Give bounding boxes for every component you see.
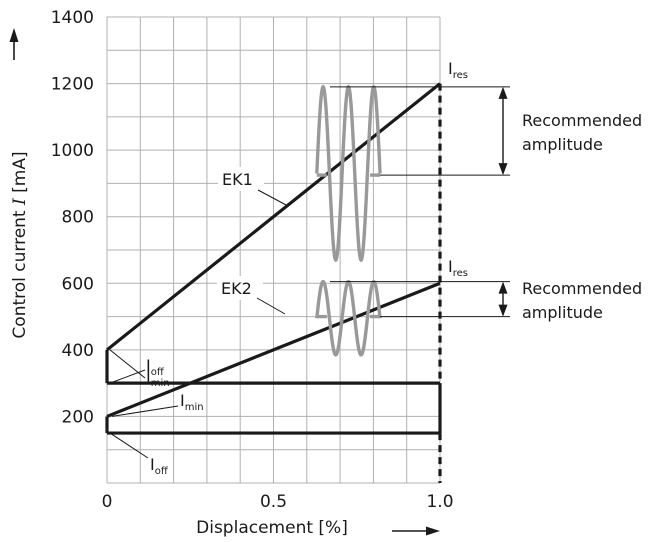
- amp-arrow-head-up: [498, 281, 508, 294]
- imin-leader-ek1: [109, 349, 146, 379]
- ioff-leader-ek2: [109, 432, 149, 459]
- ioff-label-ek1: Ioff: [146, 356, 165, 378]
- series-line-ek1: [106, 82, 441, 352]
- ires-label-ek1: Ires: [448, 59, 468, 81]
- series-line-ek2: [106, 281, 441, 418]
- x-axis-arrow: [392, 526, 440, 536]
- amp-arrow-head-down: [498, 163, 508, 176]
- recommended-amplitude-ek1-line2: amplitude: [522, 135, 603, 154]
- y-tick-label: 1000: [51, 141, 94, 161]
- label-bg: [218, 167, 264, 191]
- y-axis-label-prefix: Control current: [10, 205, 30, 339]
- imin-label-ek2: Imin: [180, 391, 204, 413]
- label-bg: [217, 276, 263, 300]
- y-tick-label: 1400: [51, 8, 94, 28]
- tick-labels: 200 400 600 800 1000 1200 1400 0 0.5 1.0: [51, 8, 454, 512]
- imin-leader-ek2: [111, 405, 179, 417]
- series-label-ek1: EK1: [222, 170, 253, 189]
- x-tick-label: 0.5: [260, 492, 287, 512]
- y-axis-label: Control current I [mA]: [10, 151, 30, 338]
- x-tick-label: 0: [102, 492, 113, 512]
- ioff-label-ek2: Ioff: [150, 455, 169, 477]
- y-axis-label-unit: [mA]: [10, 151, 30, 198]
- series-label-ek2: EK2: [221, 279, 252, 298]
- annotations: EK1EK2IminIoffIminIoffIresIresRecommende…: [109, 59, 642, 477]
- y-tick-label: 600: [62, 274, 94, 294]
- y-tick-label: 800: [62, 208, 94, 228]
- y-tick-label: 200: [62, 407, 94, 427]
- y-axis-label-symbol: I: [10, 198, 30, 206]
- y-tick-label: 1200: [51, 75, 94, 95]
- y-axis-arrow: [9, 28, 19, 60]
- recommended-amplitude-ek2-line1: Recommended: [522, 279, 642, 298]
- label-leader: [256, 297, 286, 315]
- dither-waves: [315, 84, 382, 357]
- amp-arrow-head-down: [498, 304, 508, 317]
- x-tick-label: 1.0: [426, 492, 453, 512]
- y-tick-label: 400: [62, 341, 94, 361]
- recommended-amplitude-ek1-line1: Recommended: [522, 111, 642, 130]
- ires-label-ek2: Ires: [448, 257, 468, 279]
- x-axis-label: Displacement [%]: [196, 518, 348, 538]
- imin-label-ek1: Imin: [146, 367, 170, 389]
- series-lines: [105, 82, 442, 483]
- ioff-leader-ek1: [109, 369, 146, 384]
- recommended-amplitude-ek2-line2: amplitude: [522, 303, 603, 322]
- label-leader: [257, 189, 289, 207]
- amp-arrow-head-up: [498, 86, 508, 99]
